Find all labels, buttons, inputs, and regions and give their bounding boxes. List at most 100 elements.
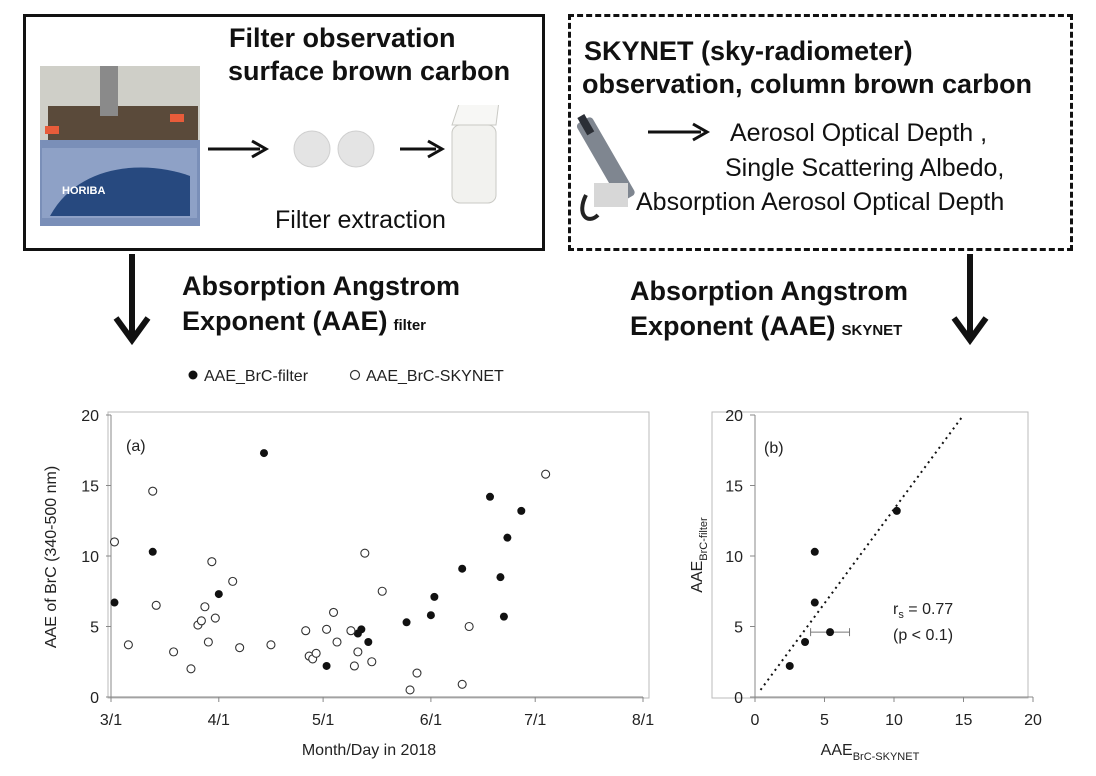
plot-b-frame [711, 411, 1029, 699]
panel-b-label: (b) [764, 440, 784, 457]
legend-filled-label: AAE_BrC-filter [204, 368, 309, 385]
plot-a-point-filter [426, 611, 435, 620]
plot-a-point-filter [496, 573, 505, 582]
plot-a-point-skynet [322, 624, 332, 634]
plot-a-point-skynet [464, 621, 474, 632]
plot-a-x-tick-label: 3/1 [100, 712, 122, 729]
plot-b-r-symbol: r [893, 601, 899, 618]
plot-b-xlabel-sub: BrC-SKYNET [853, 751, 920, 763]
plot-b-y-tick-label: 20 [725, 408, 743, 425]
plot-b-p-annotation: (p < 0.1) [893, 627, 953, 644]
plot-a-y-tick-label: 20 [81, 408, 99, 425]
plot-a-y-tick-label: 0 [90, 690, 99, 707]
plot-b-ylabel: AAEBrC-filter [689, 517, 710, 593]
plot-a-point-skynet [353, 647, 363, 657]
plot-a-point-filter [214, 590, 223, 599]
plot-a-point-skynet [235, 643, 245, 653]
plot-b-point [892, 506, 901, 515]
plot-a-point-skynet [311, 648, 321, 658]
plot-a-frame [107, 411, 650, 699]
plot-a-x-tick-label: 4/1 [208, 712, 230, 729]
plot-b-x-tick-label: 10 [885, 712, 903, 729]
aae-skynet-line1: Absorption Angstrom [630, 276, 908, 306]
plot-a-point-skynet [186, 664, 196, 674]
plot-b-point [810, 598, 819, 607]
plot-a-point-filter [499, 612, 508, 621]
plot-a-point-filter [322, 661, 331, 670]
plot-b-y-tick-label: 5 [734, 620, 743, 637]
aae-skynet-line2: Exponent (AAE) SKYNET [630, 311, 903, 341]
plot-a-x-tick-label: 5/1 [312, 712, 334, 729]
plot-b-ylabel-sub: BrC-filter [698, 517, 710, 561]
plot-b-r-annotation: rs = 0.77 [893, 601, 953, 621]
plot-a-point-skynet [151, 600, 161, 610]
plot-a-point-skynet [332, 637, 342, 647]
filter-title-line1: Filter observation [229, 23, 456, 53]
plot-a-point-skynet [109, 537, 120, 547]
horiba-instrument-photo: HORIBA [40, 66, 200, 226]
plot-a-point-skynet [367, 657, 377, 667]
aae-filter-subscript: filter [393, 317, 427, 334]
plot-a-y-tick-label: 5 [90, 620, 99, 637]
plot-a-point-skynet [210, 613, 220, 623]
plot-a-x-tick-label: 7/1 [524, 712, 546, 729]
plot-a-point-skynet [405, 685, 415, 695]
aae-filter-line2: Exponent (AAE) filter [182, 306, 427, 336]
plot-a-xlabel: Month/Day in 2018 [302, 742, 436, 759]
plot-a-point-skynet [196, 616, 206, 626]
down-arrow-skynet [951, 254, 989, 346]
plot-b-point [826, 628, 835, 637]
plot-b-point [785, 661, 794, 670]
skynet-product-aod: Aerosol Optical Depth , [730, 119, 988, 147]
plot-a-point-filter [110, 598, 119, 607]
plot-a-ylabel: AAE of BrC (340-500 nm) [43, 466, 60, 648]
plot-b-x-tick-label: 20 [1024, 712, 1042, 729]
plot-b-point [801, 638, 810, 647]
plot-a-point-skynet [377, 586, 387, 596]
plot-a-point-skynet [228, 576, 238, 586]
plot-b-y-tick-label: 15 [725, 479, 743, 496]
filter-extraction-label: Filter extraction [275, 206, 446, 234]
plot-a-point-skynet [200, 602, 210, 612]
plot-a-point-filter [148, 547, 157, 556]
plot-a-point-skynet [148, 486, 158, 496]
plot-a-point-filter [486, 492, 495, 501]
filter-disc-2 [337, 130, 375, 168]
plot-a-x-tick-label: 6/1 [420, 712, 442, 729]
skynet-title-line2: observation, column brown carbon [582, 69, 1033, 99]
plot-b-x-tick-label: 5 [820, 712, 829, 729]
plot-a-point-filter [430, 592, 439, 601]
plot-a-point-filter [259, 449, 268, 458]
plot-b-x-tick-label: 0 [751, 712, 760, 729]
plot-b-r-sub: s [898, 609, 904, 621]
sky-radiometer-photo [576, 114, 711, 221]
filter-disc-1 [293, 130, 331, 168]
plot-b-r-value: = 0.77 [904, 601, 953, 618]
plot-a-point-filter [517, 506, 526, 515]
skynet-title-line1: SKYNET (sky-radiometer) [584, 36, 913, 66]
extraction-vial-icon [451, 105, 500, 204]
plot-a-point-skynet [207, 557, 217, 567]
plot-a-point-skynet [349, 661, 359, 671]
skynet-observation-box [568, 14, 1073, 251]
plot-b-point [810, 547, 819, 556]
plot-a-point-filter [458, 564, 467, 573]
plot-a-point-filter [402, 618, 411, 627]
down-arrow-filter [113, 254, 151, 346]
plot-a-point-skynet [301, 626, 311, 636]
plot-a-point-skynet [266, 640, 276, 650]
skynet-product-ssa: Single Scattering Albedo, [725, 154, 1005, 182]
filter-title-line2: surface brown carbon [228, 56, 511, 86]
horiba-logo: HORIBA [62, 185, 105, 197]
legend: AAE_BrC-filter AAE_BrC-SKYNET [188, 368, 504, 385]
plot-b-ylabel-main: AAE [689, 561, 706, 593]
plot-a-point-skynet [328, 607, 339, 617]
panel-a-label: (a) [126, 438, 146, 455]
aae-filter-line1: Absorption Angstrom [182, 271, 460, 301]
plot-b-fit-line [759, 414, 965, 691]
legend-open-label: AAE_BrC-SKYNET [366, 368, 504, 385]
plot-b-x-tick-label: 15 [955, 712, 973, 729]
plot-a-point-skynet [541, 469, 551, 479]
plot-b-y-tick-label: 0 [734, 690, 743, 707]
